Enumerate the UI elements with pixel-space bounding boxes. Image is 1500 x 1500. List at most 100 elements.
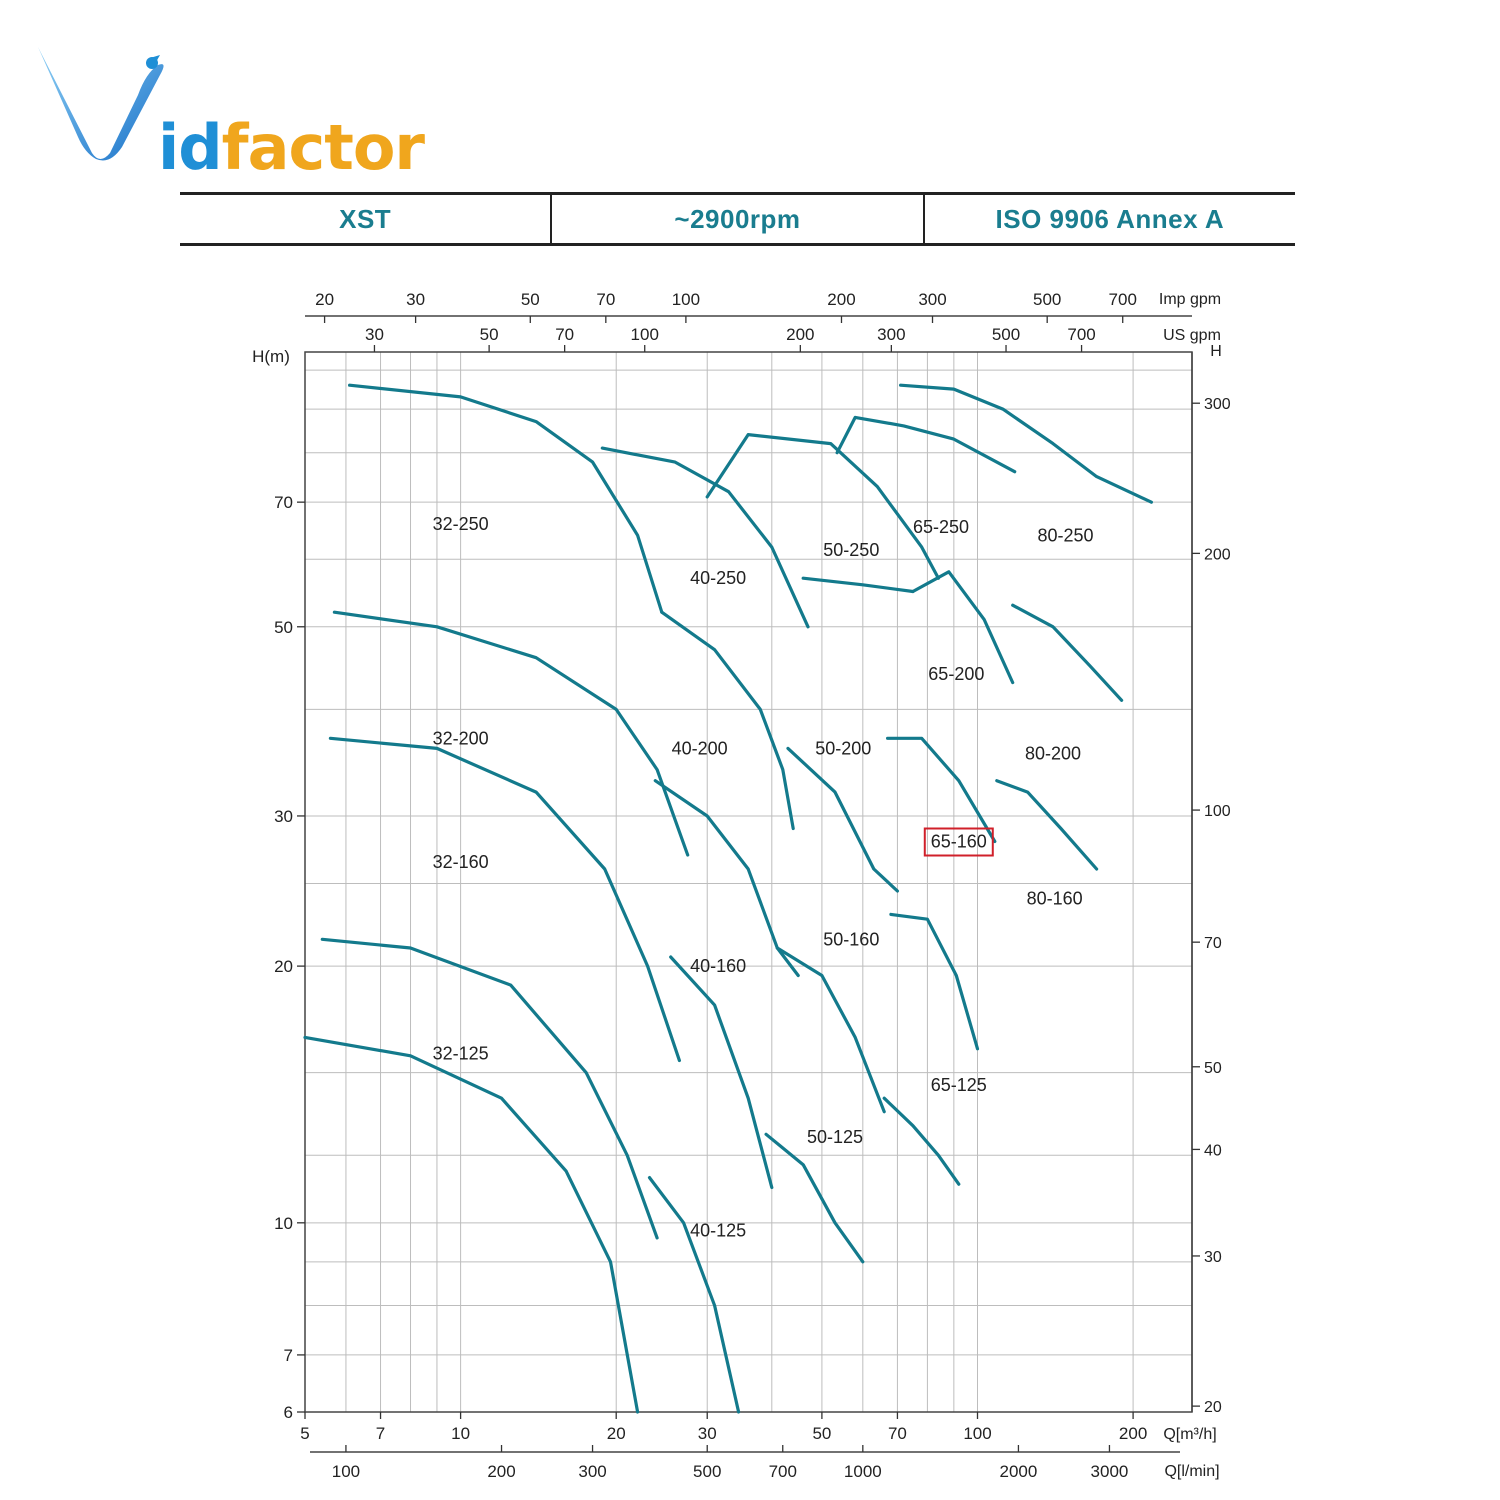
curve-80-200 bbox=[1011, 603, 1124, 702]
lpm-tick-label: 1000 bbox=[844, 1462, 882, 1481]
region-label-80-250: 80-250 bbox=[1037, 525, 1093, 545]
us-tick-label: 100 bbox=[631, 325, 659, 344]
imp-tick-label: 700 bbox=[1109, 290, 1137, 309]
us-tick-label: 300 bbox=[877, 325, 905, 344]
imp-tick-label: 500 bbox=[1033, 290, 1061, 309]
right-axis-label: H bbox=[1210, 343, 1222, 360]
right-tick-label: 50 bbox=[1204, 1060, 1222, 1077]
region-label-32-160: 32-160 bbox=[433, 852, 489, 872]
region-label-50-250: 50-250 bbox=[823, 540, 879, 560]
region-label-80-200: 80-200 bbox=[1025, 744, 1081, 764]
chart-grid bbox=[304, 352, 1192, 1413]
vidfactor-v-mark-icon bbox=[38, 36, 164, 161]
curve-40-100 bbox=[647, 1176, 741, 1414]
region-label-40-125: 40-125 bbox=[690, 1220, 746, 1240]
curve-80-160 bbox=[995, 779, 1099, 871]
curve-50-125 bbox=[775, 946, 886, 1114]
curve-65-100 bbox=[882, 1096, 961, 1186]
curve-32-125 bbox=[320, 937, 659, 1240]
us-tick-label: 700 bbox=[1067, 325, 1095, 344]
lpm-tick-label: 2000 bbox=[1000, 1462, 1038, 1481]
vidfactor-logo: idfactor bbox=[30, 25, 425, 179]
x-tick-label: 7 bbox=[376, 1424, 385, 1443]
curve-65-250 bbox=[835, 415, 1017, 474]
header-model: XST bbox=[339, 203, 392, 234]
y-tick-label: 70 bbox=[274, 493, 293, 512]
chart-region-labels: 32-250 32-200 32-160 32-125 40-250 40-200 40-1… bbox=[433, 514, 1094, 1240]
curve-65-200 bbox=[911, 570, 1015, 685]
us-tick-label: 70 bbox=[555, 325, 574, 344]
x-tick-label: 70 bbox=[888, 1424, 907, 1443]
right-tick-label: 300 bbox=[1204, 396, 1231, 413]
curve-50-160 bbox=[786, 746, 899, 893]
region-label-40-200: 40-200 bbox=[672, 738, 728, 758]
region-label-65-250: 65-250 bbox=[913, 517, 969, 537]
right-tick-label: 40 bbox=[1204, 1142, 1222, 1159]
y-tick-label: 7 bbox=[284, 1346, 293, 1365]
curve-32-100 bbox=[303, 1035, 640, 1414]
imp-tick-label: 20 bbox=[315, 290, 334, 309]
y-tick-label: 20 bbox=[274, 957, 293, 976]
curve-40-200 bbox=[660, 610, 795, 831]
lpm-axis-label: Q[l/min] bbox=[1164, 1463, 1219, 1480]
region-label-80-160: 80-160 bbox=[1027, 889, 1083, 909]
right-tick-label: 70 bbox=[1204, 935, 1222, 952]
right-tick-label: 30 bbox=[1204, 1249, 1222, 1266]
curve-40-125 bbox=[669, 955, 774, 1190]
imp-tick-label: 200 bbox=[827, 290, 855, 309]
curve-50-200 bbox=[801, 576, 915, 594]
imp-axis-label: Imp gpm bbox=[1159, 291, 1221, 308]
region-label-50-160: 50-160 bbox=[823, 929, 879, 949]
y-axis-label: H(m) bbox=[252, 347, 290, 366]
highlight-box bbox=[923, 827, 994, 857]
curve-40-250 bbox=[600, 446, 810, 629]
right-tick-label: 100 bbox=[1204, 803, 1231, 820]
region-label-50-200: 50-200 bbox=[815, 738, 871, 758]
vidfactor-wordmark: idfactor bbox=[158, 111, 425, 184]
y-tick-label: 30 bbox=[274, 807, 293, 826]
chart-curves bbox=[303, 383, 1153, 1414]
region-label-65-160: 65-160 bbox=[931, 832, 987, 852]
x-tick-label: 10 bbox=[451, 1424, 470, 1443]
us-tick-label: 500 bbox=[992, 325, 1020, 344]
y-tick-label: 6 bbox=[284, 1403, 293, 1422]
lpm-tick-label: 300 bbox=[578, 1462, 606, 1481]
lpm-tick-label: 700 bbox=[769, 1462, 797, 1481]
plot-frame bbox=[304, 351, 1193, 1413]
region-label-32-125: 32-125 bbox=[433, 1043, 489, 1063]
lpm-tick-label: 200 bbox=[487, 1462, 515, 1481]
region-label-50-125: 50-125 bbox=[807, 1127, 863, 1147]
curve-32-160 bbox=[328, 736, 681, 1063]
curve-40-160 bbox=[653, 779, 800, 978]
right-tick-label: 200 bbox=[1204, 546, 1231, 563]
chart-header-band: XST ~2900rpm ISO 9906 Annex A bbox=[180, 192, 1295, 246]
x-tick-label: 200 bbox=[1119, 1424, 1147, 1443]
x-tick-label: 100 bbox=[963, 1424, 991, 1443]
us-axis-label: US gpm bbox=[1163, 327, 1221, 344]
region-label-40-250: 40-250 bbox=[690, 568, 746, 588]
curve-65-160 bbox=[886, 736, 997, 844]
lpm-tick-label: 500 bbox=[693, 1462, 721, 1481]
x-tick-label: 5 bbox=[300, 1424, 309, 1443]
imp-tick-label: 50 bbox=[521, 290, 540, 309]
curve-32-200 bbox=[332, 610, 690, 857]
y-tick-label: 10 bbox=[274, 1214, 293, 1233]
x-tick-label: 50 bbox=[812, 1424, 831, 1443]
lpm-tick-label: 100 bbox=[332, 1462, 360, 1481]
region-label-65-200: 65-200 bbox=[928, 664, 984, 684]
us-tick-label: 30 bbox=[365, 325, 384, 344]
curve-50-100 bbox=[764, 1132, 865, 1264]
header-standard: ISO 9906 Annex A bbox=[922, 195, 1295, 243]
y-tick-label: 50 bbox=[274, 618, 293, 637]
imp-tick-label: 300 bbox=[918, 290, 946, 309]
curve-65-125 bbox=[889, 912, 980, 1051]
header-speed: ~2900rpm bbox=[550, 195, 922, 243]
lpm-tick-label: 3000 bbox=[1091, 1462, 1129, 1481]
us-tick-label: 50 bbox=[480, 325, 499, 344]
right-tick-label: 20 bbox=[1204, 1399, 1222, 1416]
chart-axes: H(m) 6 7 10 20 30 50 70 H 300 200 100 70 50 40 30 20 5 7 10… bbox=[252, 290, 1231, 1481]
curve-32-250 bbox=[348, 383, 664, 614]
x-tick-label: 20 bbox=[607, 1424, 626, 1443]
region-label-65-125: 65-125 bbox=[931, 1075, 987, 1095]
